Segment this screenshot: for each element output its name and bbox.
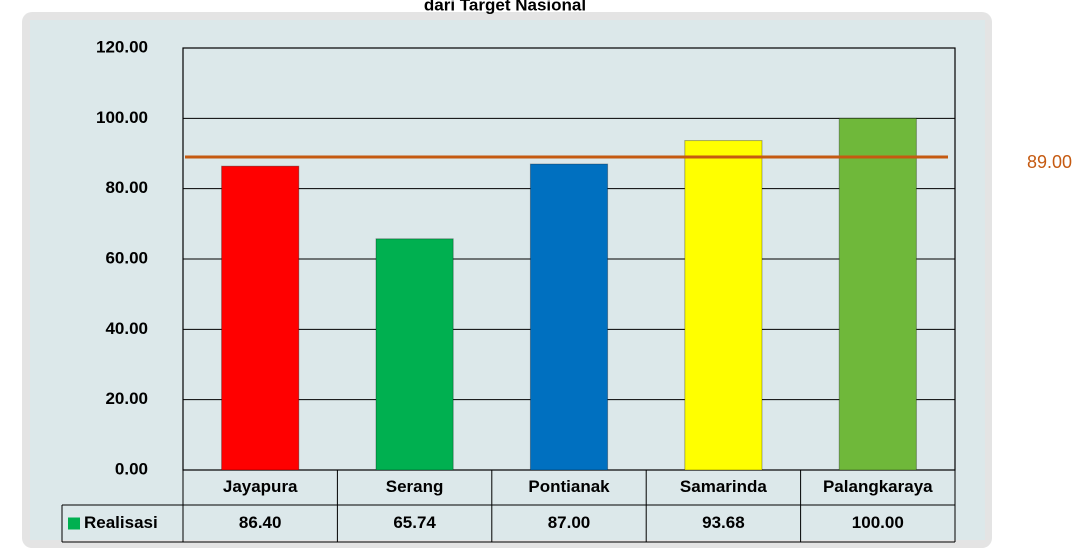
bar xyxy=(685,141,762,470)
y-tick-label: 60.00 xyxy=(105,248,148,267)
legend-label: Realisasi xyxy=(84,513,158,532)
table-value: 93.68 xyxy=(702,513,745,532)
x-tick-label: Serang xyxy=(386,477,444,496)
bar xyxy=(222,166,299,470)
y-tick-label: 100.00 xyxy=(96,108,148,127)
y-tick-label: 120.00 xyxy=(96,37,148,56)
x-tick-label: Jayapura xyxy=(223,477,298,496)
x-tick-label: Samarinda xyxy=(680,477,767,496)
chart-title: dari Target Nasional xyxy=(424,0,586,14)
y-tick-label: 20.00 xyxy=(105,389,148,408)
x-tick-label: Pontianak xyxy=(528,477,610,496)
chart: dari Target Nasional 0.00 20.00 40.00 60.00… xyxy=(0,0,1074,559)
bar xyxy=(530,164,607,470)
bar xyxy=(376,239,453,470)
y-tick-label: 80.00 xyxy=(105,178,148,197)
table-value: 87.00 xyxy=(548,513,591,532)
table-value: 65.74 xyxy=(393,513,436,532)
table-value: 100.00 xyxy=(852,513,904,532)
y-tick-label: 40.00 xyxy=(105,319,148,338)
x-tick-label: Palangkaraya xyxy=(823,477,933,496)
table-value: 86.40 xyxy=(239,513,282,532)
legend-swatch xyxy=(68,518,80,530)
bar xyxy=(839,118,916,470)
y-tick-label: 0.00 xyxy=(115,459,148,478)
target-label: 89.00 xyxy=(1027,152,1072,172)
